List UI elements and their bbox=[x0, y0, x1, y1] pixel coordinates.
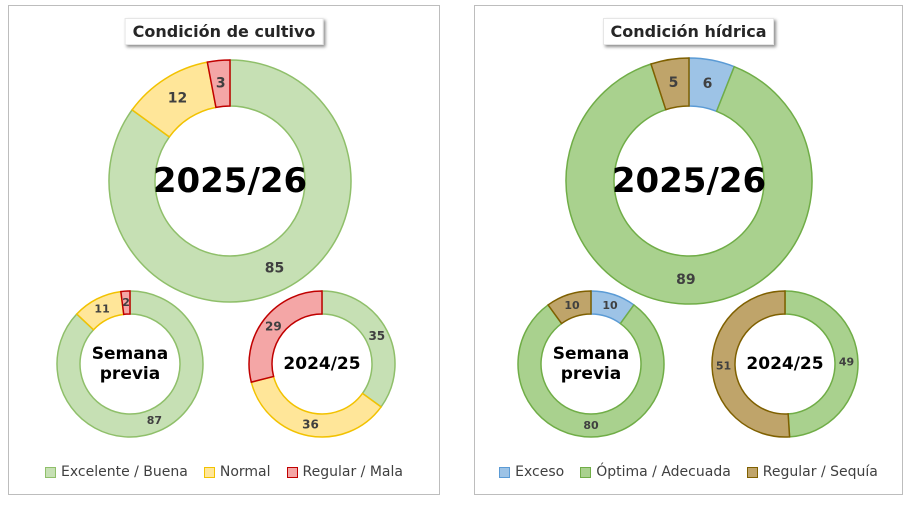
crop-condition-donuts: 85 12 3 2025/26 87 11 2 Semana previa 35 36 29 2024/… bbox=[56, 59, 396, 438]
legend-swatch bbox=[203, 466, 215, 478]
data-label: 51 bbox=[716, 359, 731, 372]
donut-slice bbox=[108, 59, 352, 303]
donut-slice bbox=[650, 57, 690, 111]
center-label: 2024/25 bbox=[746, 354, 823, 374]
data-label: 10 bbox=[564, 299, 580, 312]
center-label: 2024/25 bbox=[283, 354, 360, 374]
crop-condition-panel: Condición de cultivo 85 12 3 2025/26 87 11 2 Se… bbox=[8, 5, 440, 495]
legend-label: Óptima / Adecuada bbox=[596, 464, 731, 480]
donut-semana-previa: 10 80 10 Semana previa bbox=[517, 290, 665, 438]
donut-slice bbox=[547, 290, 592, 325]
data-label: 29 bbox=[265, 319, 282, 333]
donut-slice bbox=[565, 63, 813, 305]
donut-2024-25: 49 51 2024/25 bbox=[711, 290, 859, 438]
chart-title: Condición de cultivo bbox=[124, 18, 324, 45]
donut-2025-26: 6 89 5 2025/26 bbox=[565, 57, 813, 305]
legend: Exceso Óptima / Adecuada Regular / Sequía bbox=[475, 464, 902, 480]
data-label: 2 bbox=[122, 296, 130, 309]
data-label: 10 bbox=[602, 299, 618, 312]
donut-slice bbox=[321, 290, 396, 408]
data-label: 35 bbox=[368, 329, 385, 343]
donut-slice bbox=[248, 290, 323, 384]
donut-2024-25: 35 36 29 2024/25 bbox=[248, 290, 396, 438]
legend-swatch bbox=[499, 466, 511, 478]
legend: Excelente / Buena Normal Regular / Mala bbox=[9, 464, 439, 480]
legend-label: Exceso bbox=[515, 464, 565, 480]
legend-label: Excelente / Buena bbox=[61, 464, 188, 480]
data-label: 80 bbox=[583, 419, 599, 432]
legend-item: Exceso bbox=[499, 464, 564, 480]
donut-2025-26: 85 12 3 2025/26 bbox=[108, 59, 352, 303]
data-label: 12 bbox=[168, 90, 187, 106]
chart-title: Condición hídrica bbox=[602, 18, 775, 45]
data-label: 87 bbox=[147, 414, 162, 427]
legend-swatch bbox=[580, 466, 592, 478]
legend-swatch bbox=[746, 466, 758, 478]
water-condition-panel: Condición hídrica 6 89 5 2025/26 10 80 10 Seman… bbox=[474, 5, 903, 495]
legend-label: Regular / Mala bbox=[302, 464, 403, 480]
legend-label: Normal bbox=[219, 464, 271, 480]
donut-slice bbox=[517, 303, 665, 438]
legend-item: Óptima / Adecuada bbox=[580, 464, 731, 480]
center-label: Semana previa bbox=[553, 344, 630, 384]
data-label: 36 bbox=[302, 417, 319, 431]
legend-item: Excelente / Buena bbox=[45, 464, 188, 480]
data-label: 85 bbox=[265, 260, 284, 276]
legend-item: Normal bbox=[203, 464, 271, 480]
data-label: 5 bbox=[669, 75, 679, 91]
center-label: Semana previa bbox=[92, 344, 169, 384]
legend-swatch bbox=[45, 466, 57, 478]
legend-item: Regular / Sequía bbox=[746, 464, 878, 480]
center-label: 2025/26 bbox=[153, 161, 307, 201]
donut-slice bbox=[711, 290, 791, 438]
legend-item: Regular / Mala bbox=[286, 464, 403, 480]
data-label: 3 bbox=[216, 75, 226, 91]
donut-slice bbox=[120, 290, 131, 316]
water-condition-donuts: 6 89 5 2025/26 10 80 10 Semana previa 49 51 2024/25 bbox=[517, 57, 859, 438]
donut-slice bbox=[784, 290, 859, 438]
donut-slice bbox=[206, 59, 231, 109]
data-label: 11 bbox=[94, 303, 109, 316]
center-label: 2025/26 bbox=[612, 161, 766, 201]
data-label: 89 bbox=[676, 272, 695, 288]
legend-swatch bbox=[286, 466, 298, 478]
donut-semana-previa: 87 11 2 Semana previa bbox=[56, 290, 204, 438]
donut-slice bbox=[56, 290, 204, 438]
data-label: 6 bbox=[703, 76, 713, 92]
data-label: 49 bbox=[839, 356, 854, 369]
legend-label: Regular / Sequía bbox=[762, 464, 878, 480]
